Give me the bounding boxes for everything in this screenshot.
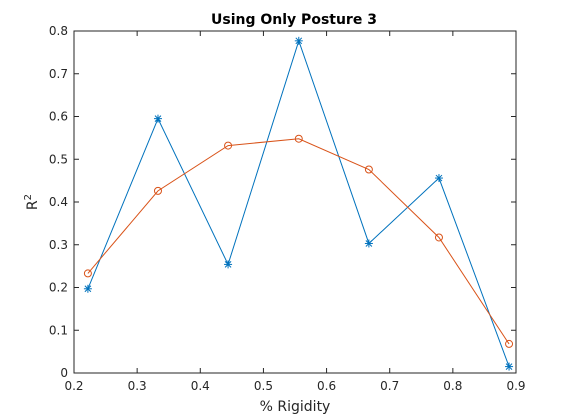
y-tick-label: 0.7: [49, 67, 68, 81]
data-point: [364, 165, 373, 174]
y-axis: 0 0.1 0.2 0.3 0.4 0.5 0.6 0.7 0.8: [49, 24, 516, 380]
x-tick-label: 0.3: [128, 379, 147, 393]
x-tick-label: 0.5: [254, 379, 273, 393]
x-tick-label: 0.2: [64, 379, 83, 393]
y-tick-label: 0.6: [49, 110, 68, 124]
y-tick-label: 0.5: [49, 152, 68, 166]
x-axis: 0.2 0.3 0.4 0.5 0.6 0.7 0.8 0.9: [64, 31, 526, 393]
data-point: [434, 174, 443, 183]
y-tick-label: 0.2: [49, 281, 68, 295]
data-point: [294, 36, 303, 45]
y-axis-label: R2: [23, 194, 41, 210]
x-tick-label: 0.9: [506, 379, 525, 393]
data-point: [434, 233, 443, 242]
data-point: [505, 339, 514, 348]
plot-area: [73, 30, 517, 374]
data-point: [153, 114, 162, 123]
y-tick-label: 0: [60, 366, 68, 380]
y-axis-label-text: R: [25, 200, 41, 210]
series-layer: [83, 36, 514, 371]
series-line-2: [87, 138, 510, 345]
y-tick-label: 0.4: [49, 195, 68, 209]
data-point: [224, 260, 233, 269]
y-tick-label: 0.1: [49, 323, 68, 337]
x-tick-label: 0.4: [191, 379, 210, 393]
y-tick-label: 0.3: [49, 238, 68, 252]
data-point: [364, 239, 373, 248]
y-axis-label-superscript: 2: [23, 194, 34, 200]
data-point: [83, 284, 92, 293]
data-point: [224, 141, 233, 150]
x-tick-label: 0.8: [443, 379, 462, 393]
data-point: [83, 269, 92, 278]
x-tick-label: 0.6: [317, 379, 336, 393]
data-point: [153, 186, 162, 195]
x-axis-label: % Rigidity: [260, 399, 331, 415]
y-tick-label: 0.8: [49, 24, 68, 38]
data-point: [294, 134, 303, 143]
chart-title: Using Only Posture 3: [211, 12, 377, 28]
x-tick-label: 0.7: [380, 379, 399, 393]
data-point: [505, 362, 514, 371]
